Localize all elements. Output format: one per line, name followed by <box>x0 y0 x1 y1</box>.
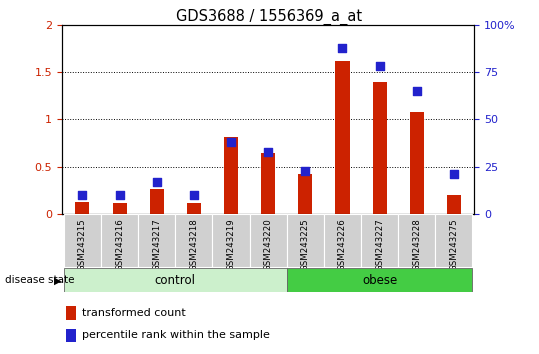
Bar <box>187 203 201 214</box>
Bar <box>324 214 361 267</box>
Text: GSM243227: GSM243227 <box>375 218 384 271</box>
Bar <box>212 214 250 267</box>
Bar <box>372 81 386 214</box>
Bar <box>75 202 89 214</box>
Text: GSM243215: GSM243215 <box>78 218 87 271</box>
Bar <box>361 214 398 267</box>
Text: transformed count: transformed count <box>82 308 185 318</box>
Bar <box>224 137 238 214</box>
Point <box>153 179 161 185</box>
Bar <box>436 214 473 267</box>
Point <box>450 172 458 177</box>
Text: GSM243219: GSM243219 <box>226 218 236 271</box>
Point <box>412 88 421 94</box>
Bar <box>64 214 101 267</box>
Point <box>227 139 236 145</box>
Point <box>190 193 198 198</box>
Bar <box>175 214 212 267</box>
Text: control: control <box>155 274 196 286</box>
Bar <box>138 214 175 267</box>
Bar <box>398 214 436 267</box>
Point <box>264 149 272 154</box>
Bar <box>410 112 424 214</box>
Text: GDS3688 / 1556369_a_at: GDS3688 / 1556369_a_at <box>176 9 363 25</box>
Bar <box>66 307 77 320</box>
Bar <box>447 195 461 214</box>
Bar <box>287 268 473 292</box>
Text: GSM243220: GSM243220 <box>264 218 273 271</box>
Text: disease state: disease state <box>5 275 75 285</box>
Bar <box>250 214 287 267</box>
Text: GSM243228: GSM243228 <box>412 218 421 271</box>
Point <box>78 193 87 198</box>
Bar <box>335 61 349 214</box>
Text: obese: obese <box>362 274 397 286</box>
Point <box>115 193 124 198</box>
Point <box>338 45 347 50</box>
Bar <box>66 329 77 342</box>
Bar <box>64 268 287 292</box>
Bar <box>113 203 127 214</box>
Text: GSM243226: GSM243226 <box>338 218 347 271</box>
Text: percentile rank within the sample: percentile rank within the sample <box>82 330 270 341</box>
Text: GSM243218: GSM243218 <box>189 218 198 271</box>
Text: GSM243217: GSM243217 <box>152 218 161 271</box>
Bar <box>101 214 138 267</box>
Point <box>301 168 309 173</box>
Text: GSM243275: GSM243275 <box>450 218 458 271</box>
Text: ▶: ▶ <box>54 275 62 285</box>
Text: GSM243225: GSM243225 <box>301 218 310 271</box>
Point <box>375 64 384 69</box>
Bar <box>261 153 275 214</box>
Bar <box>298 175 313 214</box>
Bar <box>287 214 324 267</box>
Text: GSM243216: GSM243216 <box>115 218 124 271</box>
Bar <box>150 189 164 214</box>
